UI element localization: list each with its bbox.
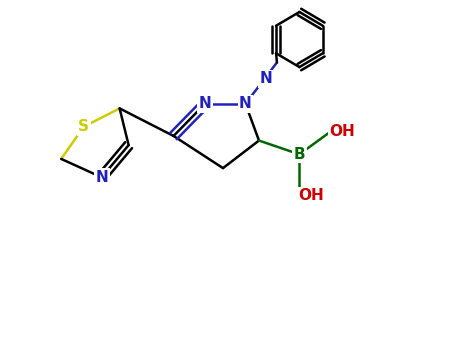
Text: S: S [78, 119, 89, 134]
Text: N: N [199, 96, 212, 111]
Text: OH: OH [298, 188, 324, 203]
Text: OH: OH [329, 124, 355, 139]
Text: B: B [293, 147, 305, 162]
Text: N: N [95, 170, 108, 185]
Text: N: N [259, 71, 272, 86]
Text: N: N [239, 96, 252, 111]
